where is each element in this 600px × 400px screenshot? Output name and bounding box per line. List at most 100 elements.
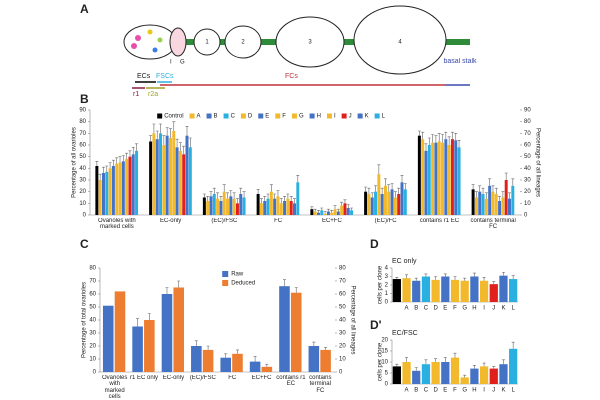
error-bar — [447, 136, 451, 145]
error-bar — [374, 185, 378, 192]
y2-tick-label: 50 — [339, 305, 346, 311]
error-bar — [212, 187, 216, 194]
y-tick-label: 3 — [385, 274, 389, 280]
bar — [421, 139, 425, 215]
bar — [172, 131, 176, 215]
bar — [460, 280, 469, 302]
bar — [308, 346, 320, 372]
error-bar — [182, 145, 186, 155]
label-text: (EC)/FSC — [189, 375, 216, 381]
x-tick-label: J — [492, 306, 495, 312]
legend-swatch — [309, 113, 315, 119]
error-bar — [202, 193, 206, 198]
bar — [504, 180, 508, 215]
error-bar — [434, 135, 438, 143]
error-bar — [501, 191, 505, 198]
error-bar — [224, 353, 228, 358]
label-text: contains r1 EC — [419, 218, 460, 224]
bar — [182, 154, 186, 215]
error-bar — [289, 196, 293, 201]
legend-label: J — [349, 114, 352, 120]
x-tick-label: EC-only — [160, 218, 181, 224]
error-bar — [421, 131, 425, 140]
y2-tick-label: 70 — [339, 279, 346, 285]
error-bar — [482, 362, 486, 367]
region-label: I — [170, 60, 172, 66]
y2-tick-label: 10 — [524, 201, 531, 207]
x-tick-label: F — [453, 306, 457, 312]
bar — [346, 208, 350, 215]
bar — [470, 368, 479, 384]
bar — [402, 278, 411, 302]
legend-label: B — [214, 114, 218, 120]
bar — [279, 203, 283, 215]
bar — [501, 197, 505, 215]
bar — [206, 201, 210, 215]
bar — [162, 145, 166, 215]
legend-label: G — [299, 114, 304, 120]
error-bar — [501, 359, 505, 365]
x-tick-label: (EC)/FC — [375, 218, 397, 224]
x-tick-label: H — [472, 388, 476, 394]
label-text: EC-only — [162, 375, 185, 381]
x-tick-label: A — [405, 306, 409, 312]
error-bar — [397, 187, 401, 194]
legend-swatch — [341, 113, 347, 119]
label-ecs: ECs — [137, 73, 151, 80]
error-bar — [188, 137, 192, 148]
error-bar — [424, 359, 428, 365]
error-bar — [296, 175, 300, 183]
y2-tick-label: 60 — [524, 143, 531, 149]
error-bar — [403, 183, 407, 190]
error-bar — [484, 192, 488, 199]
error-bar — [149, 135, 153, 142]
error-bar — [507, 192, 511, 199]
error-bar — [393, 191, 397, 198]
bar — [450, 279, 460, 302]
error-bar — [472, 365, 476, 369]
bar — [159, 133, 163, 215]
bar — [108, 168, 112, 215]
error-bar — [118, 156, 122, 163]
y2-tick-label: 0 — [339, 370, 343, 376]
chart-title: EC/FSC — [392, 330, 418, 337]
y-tick-label: 70 — [89, 279, 96, 285]
bar — [343, 203, 347, 215]
error-bar — [395, 363, 399, 367]
x-tick-label: K — [501, 306, 505, 312]
bar — [364, 191, 368, 215]
error-bar — [316, 210, 320, 213]
x-tick-label: H — [472, 306, 476, 312]
label-basal-stalk: basal stalk — [443, 58, 476, 65]
label-r1: r1 — [133, 91, 139, 98]
bar — [256, 194, 260, 215]
y2-tick-label: 0 — [524, 213, 528, 219]
x-tick-label: Ovarioles with marked cells — [102, 375, 127, 400]
y-axis-title: cells per clone — [378, 342, 384, 381]
bar — [494, 194, 498, 215]
y-tick-label: 20 — [381, 338, 388, 344]
bar — [131, 154, 135, 215]
y-tick-label: 10 — [89, 357, 96, 363]
bar — [421, 364, 431, 384]
bar — [427, 145, 431, 215]
bar — [489, 284, 498, 302]
error-bar — [511, 275, 515, 280]
legend-label: L — [382, 114, 386, 120]
error-bar — [472, 272, 476, 277]
bar — [168, 138, 172, 215]
error-bar — [209, 191, 213, 197]
bar — [266, 198, 270, 215]
chamber-label: 3 — [308, 40, 312, 46]
error-bar — [115, 157, 119, 164]
bar — [173, 287, 185, 372]
bar — [424, 150, 428, 215]
error-bar — [165, 127, 169, 136]
error-bar — [333, 205, 337, 210]
y-tick-label: 60 — [89, 292, 96, 298]
error-bar — [206, 345, 210, 350]
label-r2a: r2a — [148, 91, 158, 98]
panel-letter: A — [80, 2, 89, 16]
y-tick-label: 2 — [385, 283, 389, 289]
error-bar — [108, 162, 112, 169]
